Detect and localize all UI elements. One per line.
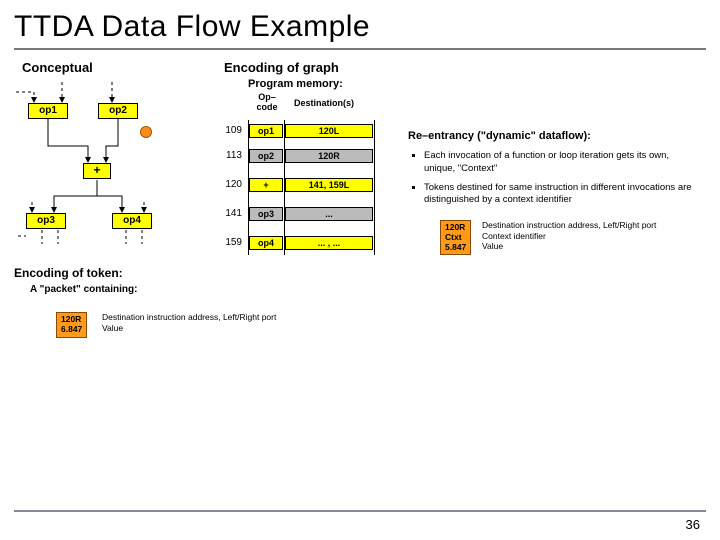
pm-dest: 120L [285,124,373,138]
token-circle [140,126,152,138]
token2-desc-l3: Value [482,241,656,252]
conceptual-wires [14,56,209,266]
pm-addr: 113 [218,150,242,161]
heading-encoding-token: Encoding of token: [14,266,123,280]
token2-line2: 5.847 [445,243,466,253]
pm-op: + [249,178,283,192]
pm-addr: 109 [218,125,242,136]
token1-desc-l2: Value [102,323,276,334]
token-box-2: 120R Ctxt 5.847 [440,220,471,255]
bullet-0: Each invocation of a function or loop it… [424,150,692,176]
pm-dest: ... [285,207,373,221]
token2-desc-l1: Destination instruction address, Left/Ri… [482,220,656,231]
divider-bottom [14,510,706,512]
box-op2: op2 [98,103,138,119]
pm-op: op2 [249,149,283,163]
token2-desc-l2: Context identifier [482,231,656,242]
pm-op: op4 [249,236,283,250]
token1-desc: Destination instruction address, Left/Ri… [102,312,276,333]
token1-line1: 6.847 [61,325,82,335]
pm-dest: ... , ... [285,236,373,250]
pm-addr: 120 [218,179,242,190]
page-title: TTDA Data Flow Example [0,0,720,48]
pm-addr: 159 [218,237,242,248]
pm-op: op3 [249,207,283,221]
program-memory-table: Op– code Destination(s) 109 op1 120L 113… [214,92,394,262]
box-op1: op1 [28,103,68,119]
heading-reentrancy: Re–entrancy ("dynamic" dataflow): [408,130,591,142]
box-op4: op4 [112,213,152,229]
bullet-1: Tokens destined for same instruction in … [424,182,692,208]
box-plus: + [83,163,111,179]
box-op3: op3 [26,213,66,229]
pm-addr: 141 [218,208,242,219]
token2-desc: Destination instruction address, Left/Ri… [482,220,656,252]
page-number: 36 [686,517,700,532]
pm-dest: 141, 159L [285,178,373,192]
subheading-program-memory: Program memory: [248,78,343,90]
divider-top [14,48,706,50]
pm-head-dest: Destination(s) [294,98,354,108]
pm-op: op1 [249,124,283,138]
heading-encoding-graph: Encoding of graph [224,60,339,75]
reentrancy-bullets: Each invocation of a function or loop it… [412,150,692,213]
pm-head-opcode: Op– code [250,92,284,112]
token-box-1: 120R 6.847 [56,312,87,338]
subheading-packet: A "packet" containing: [30,284,137,295]
pm-dest: 120R [285,149,373,163]
token1-desc-l1: Destination instruction address, Left/Ri… [102,312,276,323]
diagram-stage: Conceptual Encoding of graph Program mem… [14,56,706,500]
